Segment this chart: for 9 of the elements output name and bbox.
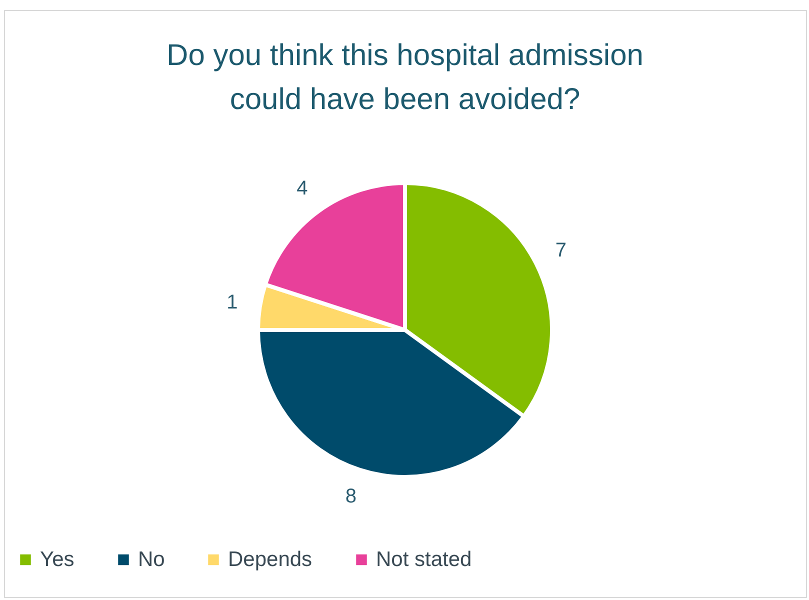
chart-title: Do you think this hospital admission could have been avoided? bbox=[166, 39, 644, 116]
data-label: 7 bbox=[555, 240, 566, 262]
data-label: 8 bbox=[345, 485, 356, 508]
data-label: 1 bbox=[226, 292, 238, 314]
legend-label: Yes bbox=[40, 548, 74, 571]
legend-label: Not stated bbox=[376, 548, 472, 571]
legend-label: Depends bbox=[228, 548, 312, 571]
data-label: 4 bbox=[296, 177, 308, 200]
legend-label: No bbox=[138, 548, 165, 571]
